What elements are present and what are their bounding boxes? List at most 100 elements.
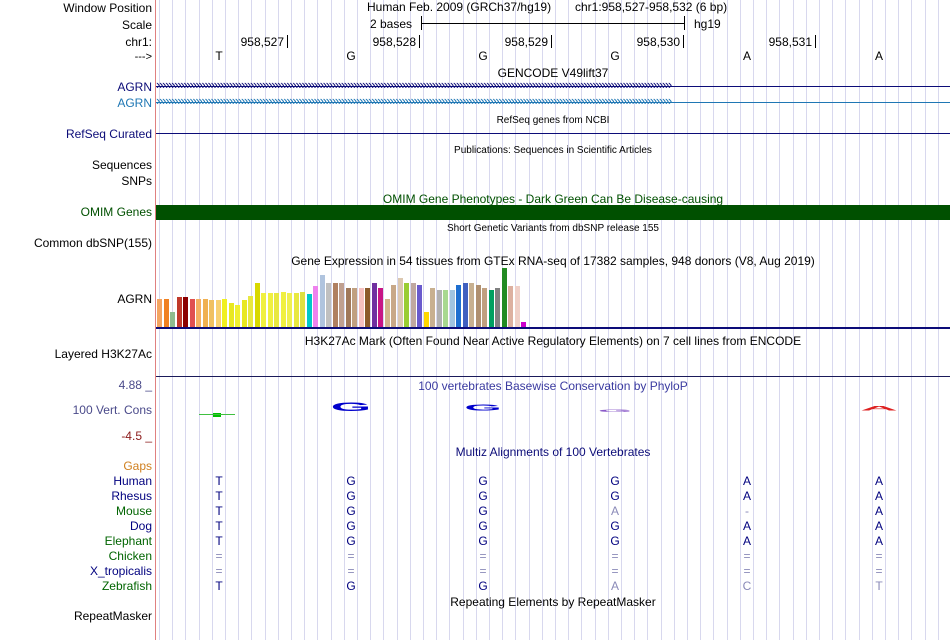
phylop-mark-1[interactable] — [213, 413, 221, 417]
species-label[interactable]: Dog — [129, 519, 152, 533]
gtex-tissue-bar[interactable] — [170, 312, 175, 327]
gtex-tissue-bar[interactable] — [371, 283, 377, 327]
gtex-tissue-bar[interactable] — [508, 286, 513, 327]
gtex-tissue-bar[interactable] — [358, 288, 364, 327]
gtex-tissue-bar[interactable] — [157, 299, 162, 327]
gtex-tissue-bar[interactable] — [209, 300, 214, 327]
alignment-base: G — [346, 534, 356, 548]
repeatmasker-label[interactable]: RepeatMasker — [73, 609, 152, 623]
gtex-tissue-bar[interactable] — [326, 283, 331, 327]
gtex-tissue-bar[interactable] — [384, 299, 390, 327]
gtex-tissue-bar[interactable] — [404, 283, 409, 327]
species-label[interactable]: Human — [113, 474, 152, 488]
alignment-base: T — [215, 534, 223, 548]
cons-track-label[interactable]: 100 Vert. Cons — [72, 403, 152, 417]
gtex-tissue-bar[interactable] — [319, 275, 325, 327]
gtex-tissue-bar[interactable] — [514, 286, 520, 327]
gtex-tissue-bar[interactable] — [345, 288, 351, 327]
common-dbsnp-label[interactable]: Common dbSNP(155) — [33, 236, 152, 250]
gtex-tissue-bar[interactable] — [235, 305, 240, 327]
gtex-tissue-bar[interactable] — [261, 293, 266, 327]
species-label[interactable]: Rhesus — [111, 489, 152, 503]
gtex-tissue-bar[interactable] — [202, 299, 208, 327]
alignment-base: T — [215, 504, 223, 518]
gtex-tissue-bar[interactable] — [196, 299, 201, 327]
refseq-transcript[interactable] — [156, 133, 950, 134]
gtex-tissue-bar[interactable] — [352, 288, 357, 327]
layered-h3k27ac-label[interactable]: Layered H3K27Ac — [54, 347, 152, 361]
gtex-tissue-bar[interactable] — [274, 293, 279, 327]
sequences-label[interactable]: Sequences — [91, 158, 152, 172]
grid-line — [687, 0, 688, 640]
gtex-tissue-bar[interactable] — [430, 288, 435, 327]
gtex-tissue-bar[interactable] — [293, 293, 299, 327]
gtex-tissue-bar[interactable] — [436, 290, 442, 327]
gtex-tissue-bar[interactable] — [397, 278, 403, 327]
gtex-tissue-bar[interactable] — [306, 294, 312, 327]
agrn-gtex-label[interactable]: AGRN — [117, 292, 152, 306]
ruler-base: G — [346, 49, 356, 63]
gtex-tissue-bar[interactable] — [222, 299, 227, 327]
gtex-tissue-bar[interactable] — [475, 285, 481, 327]
species-label[interactable]: Elephant — [104, 534, 152, 548]
gtex-tissue-bar[interactable] — [488, 290, 494, 327]
species-label[interactable]: Mouse — [115, 504, 152, 518]
agrn-gencode2-label[interactable]: AGRN — [117, 96, 152, 110]
gtex-tissue-bar[interactable] — [417, 285, 422, 327]
species-label[interactable]: Chicken — [108, 549, 152, 563]
ruler-coordinate: 958,527 — [240, 35, 284, 49]
alignment-base: A — [742, 534, 751, 548]
gencode-transcript-1[interactable]: ››››››››››››››››››››››››››››››››››››››››… — [156, 80, 950, 94]
gtex-tissue-bar[interactable] — [254, 283, 260, 327]
omim-label[interactable]: OMIM Genes — [80, 205, 152, 219]
gtex-tissue-bar[interactable] — [339, 283, 344, 327]
agrn-gencode-label[interactable]: AGRN — [117, 80, 152, 94]
gtex-tissue-bar[interactable] — [456, 285, 461, 327]
dbsnp-title: Short Genetic Variants from dbSNP releas… — [447, 223, 659, 234]
gtex-tissue-bar[interactable] — [521, 322, 526, 327]
gtex-tissue-bar[interactable] — [391, 285, 396, 327]
gencode-transcript-2[interactable]: ››››››››››››››››››››››››››››››››››››››››… — [156, 96, 950, 110]
gtex-tissue-bar[interactable] — [501, 268, 507, 327]
gtex-tissue-bar[interactable] — [410, 283, 416, 327]
grid-line — [859, 0, 860, 640]
omim-gene-bar[interactable] — [156, 205, 950, 220]
species-label[interactable]: X_tropicalis — [89, 564, 152, 578]
gtex-tissue-bar[interactable] — [287, 293, 292, 327]
track-area[interactable]: Human Feb. 2009 (GRCh37/hg19) chr1:958,5… — [156, 0, 950, 640]
gtex-tissue-bar[interactable] — [280, 292, 286, 327]
gtex-tissue-bar[interactable] — [313, 286, 318, 327]
gtex-tissue-bar[interactable] — [469, 283, 474, 327]
ruler-tick — [419, 35, 420, 48]
refseq-label[interactable]: RefSeq Curated — [65, 127, 152, 141]
gtex-tissue-bar[interactable] — [183, 297, 188, 327]
gtex-tissue-bar[interactable] — [189, 299, 195, 327]
gtex-tissue-bar[interactable] — [495, 288, 500, 327]
snps-label[interactable]: SNPs — [121, 174, 152, 188]
species-label[interactable]: Zebrafish — [101, 579, 152, 593]
gtex-tissue-bar[interactable] — [378, 288, 383, 327]
gtex-tissue-bar[interactable] — [365, 288, 370, 327]
grid-line — [674, 0, 675, 640]
gtex-tissue-bar[interactable] — [267, 293, 273, 327]
gtex-tissue-bar[interactable] — [163, 299, 169, 327]
grid-line — [595, 0, 596, 640]
grid-line — [911, 0, 912, 640]
gtex-tissue-bar[interactable] — [443, 290, 448, 327]
gtex-tissue-bar[interactable] — [332, 283, 338, 327]
gtex-tissue-bar[interactable] — [228, 303, 234, 327]
gtex-bar-chart[interactable] — [156, 268, 556, 327]
gtex-tissue-bar[interactable] — [449, 290, 455, 327]
gtex-tissue-bar[interactable] — [248, 296, 253, 327]
alignment-base: G — [478, 489, 488, 503]
gtex-tissue-bar[interactable] — [482, 288, 487, 327]
gtex-tissue-bar[interactable] — [300, 292, 305, 327]
ruler-coordinate: 958,529 — [504, 35, 548, 49]
grid-line — [608, 0, 609, 640]
gtex-tissue-bar[interactable] — [462, 283, 468, 327]
alignment-base: A — [874, 519, 883, 533]
gtex-tissue-bar[interactable] — [241, 300, 247, 327]
gtex-tissue-bar[interactable] — [423, 312, 429, 327]
gtex-tissue-bar[interactable] — [215, 300, 221, 327]
gtex-tissue-bar[interactable] — [176, 297, 182, 327]
